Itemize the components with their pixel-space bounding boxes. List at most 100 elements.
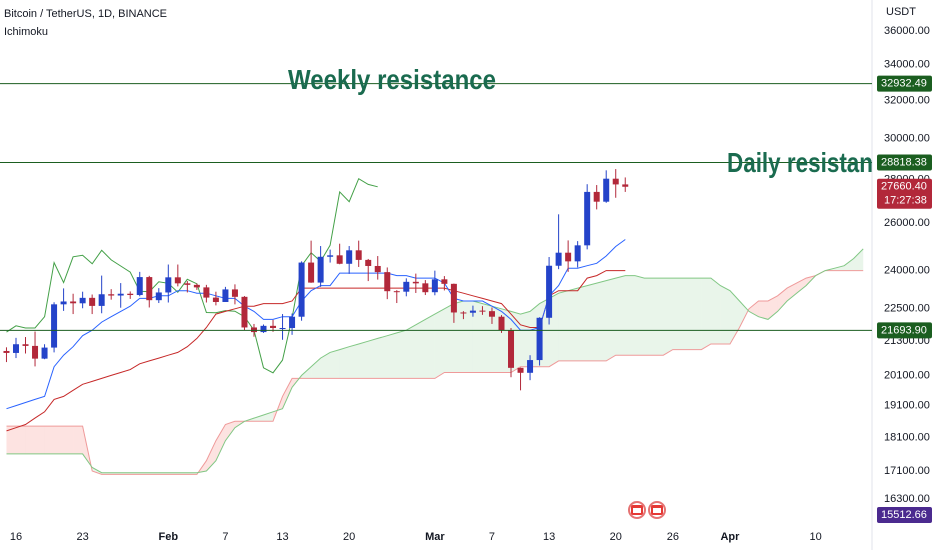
price-label-box <box>877 322 932 339</box>
last-price-label: 27660.40 <box>881 181 927 193</box>
x-tick-label: 7 <box>222 531 228 543</box>
candle-body <box>422 283 429 293</box>
plot-area <box>3 169 864 475</box>
candle-body <box>298 262 305 317</box>
candle-body <box>174 277 181 284</box>
candle-body <box>317 256 324 283</box>
candle-body <box>165 277 172 293</box>
lagging-line <box>6 177 378 374</box>
candle-body <box>584 191 591 246</box>
span_a-line <box>6 248 864 474</box>
x-tick-label: 13 <box>543 531 555 543</box>
cloud <box>482 303 492 373</box>
x-tick-label: 16 <box>10 531 22 543</box>
cloud <box>634 275 645 356</box>
cloud <box>35 426 45 454</box>
candle-body <box>431 279 438 293</box>
cloud <box>358 341 369 379</box>
cloud <box>577 285 588 361</box>
cloud <box>663 278 673 356</box>
cloud <box>311 358 321 379</box>
x-tick-label: 23 <box>77 531 89 543</box>
candle-body <box>393 291 400 293</box>
symbol-title: Bitcoin / TetherUS, 1D, BINANCE <box>4 8 167 20</box>
candle-body <box>212 297 219 302</box>
candle-body <box>612 178 619 185</box>
candle-body <box>117 293 124 296</box>
candle-body <box>12 344 19 353</box>
candle-body <box>365 259 372 266</box>
candle-body <box>346 250 353 264</box>
candle-body <box>270 325 277 329</box>
cloud <box>63 426 74 454</box>
y-tick-label: 24000.00 <box>884 265 930 277</box>
cloud <box>682 278 692 350</box>
candle-body <box>3 350 10 353</box>
candle-body <box>508 330 515 368</box>
candle-body <box>89 297 96 306</box>
cloud <box>710 278 721 344</box>
x-tick-label: Apr <box>720 531 740 543</box>
cloud <box>425 314 435 379</box>
cloud <box>463 300 473 373</box>
candle-body <box>32 345 39 359</box>
event-icon[interactable] <box>648 501 666 519</box>
candle-body <box>260 325 267 333</box>
candle-body <box>441 279 448 284</box>
cloud <box>758 300 769 320</box>
y-tick-label: 34000.00 <box>884 59 930 71</box>
cloud <box>749 300 759 317</box>
candle-body <box>384 272 391 292</box>
cloud <box>558 290 569 361</box>
cloud <box>644 278 654 356</box>
y-tick-label: 18100.00 <box>884 431 930 443</box>
candle-body <box>412 281 419 284</box>
event-icon[interactable] <box>628 501 646 519</box>
candle-body <box>488 311 495 317</box>
cloud <box>6 426 16 454</box>
cloud <box>387 332 397 379</box>
cloud <box>253 414 264 422</box>
cloud <box>587 283 597 361</box>
candle-body <box>517 367 524 373</box>
cloud <box>320 352 331 379</box>
cloud <box>368 338 378 379</box>
cloud <box>434 308 445 379</box>
candle-body <box>279 328 286 330</box>
cloud <box>406 324 416 379</box>
candle-body <box>193 284 200 288</box>
x-tick-label: 20 <box>343 531 355 543</box>
cloud <box>377 335 388 379</box>
cloud <box>25 426 36 454</box>
y-tick-label: 32000.00 <box>884 95 930 107</box>
annotation: Daily resistan <box>727 147 873 178</box>
candle-body <box>155 292 162 301</box>
countdown: 17:27:38 <box>884 195 927 207</box>
price-label: 28818.38 <box>881 156 927 168</box>
cloud <box>330 349 340 379</box>
candle-body <box>546 265 553 318</box>
candle-body <box>460 312 467 314</box>
candle-body <box>308 262 315 283</box>
cloud <box>672 278 683 350</box>
x-tick-label: 10 <box>810 531 822 543</box>
cloud <box>720 285 730 344</box>
candle-body <box>374 265 381 273</box>
y-tick-label: 36000.00 <box>884 25 930 37</box>
cloud <box>844 258 854 271</box>
candle-body <box>79 297 86 304</box>
candle-body <box>527 360 534 373</box>
y-tick-label: 30000.00 <box>884 133 930 145</box>
y-tick-label: 26000.00 <box>884 217 930 229</box>
cloud <box>834 265 845 271</box>
candle-body <box>241 296 248 328</box>
cloud <box>54 426 64 454</box>
candle-body <box>327 255 334 257</box>
y-tick-label: 17100.00 <box>884 465 930 477</box>
y-tick-label: 19100.00 <box>884 400 930 412</box>
candle-body <box>127 293 134 296</box>
cloud <box>701 278 711 350</box>
cloud <box>472 300 483 373</box>
candle-body <box>498 316 505 331</box>
